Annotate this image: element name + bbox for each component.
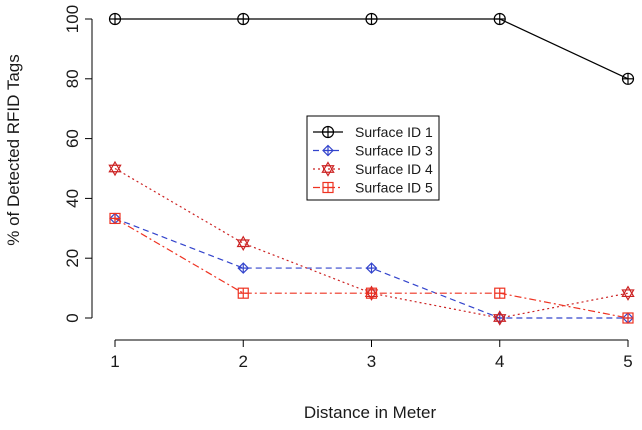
x-tick-label: 5 bbox=[623, 352, 632, 371]
data-point bbox=[236, 235, 250, 251]
data-point bbox=[365, 287, 378, 299]
y-axis-label: % of Detected RFID Tags bbox=[4, 54, 23, 246]
y-tick-label: 40 bbox=[63, 189, 82, 208]
y-tick-label: 80 bbox=[63, 69, 82, 88]
data-point bbox=[621, 285, 635, 301]
legend-box bbox=[306, 115, 440, 201]
data-point bbox=[621, 72, 635, 85]
legend: Surface ID 1 Surface ID 3 Surface ID 4 Surf… bbox=[306, 115, 440, 201]
data-point bbox=[322, 181, 334, 194]
y-tick-label: 0 bbox=[63, 313, 82, 322]
data-point bbox=[108, 12, 122, 26]
legend-label: Surface ID 3 bbox=[355, 143, 433, 159]
series-line bbox=[115, 18, 629, 80]
legend-item: Surface ID 1 bbox=[313, 124, 433, 140]
data-point bbox=[109, 212, 121, 225]
axes: 1 2 3 4 5 0 20 40 60 80 100 bbox=[63, 5, 633, 371]
data-point bbox=[493, 310, 507, 326]
y-tick-label: 100 bbox=[63, 5, 82, 33]
data-point bbox=[237, 287, 249, 299]
data-point bbox=[365, 262, 378, 274]
legend-label: Surface ID 1 bbox=[355, 124, 433, 140]
data-point bbox=[321, 125, 335, 139]
x-tick-label: 4 bbox=[495, 352, 504, 371]
y-tick-label: 20 bbox=[63, 249, 82, 268]
legend-label: Surface ID 4 bbox=[355, 161, 433, 177]
x-tick-label: 1 bbox=[110, 352, 119, 371]
data-point bbox=[622, 312, 634, 324]
x-axis-label: Distance in Meter bbox=[304, 403, 437, 422]
data-point bbox=[365, 12, 378, 26]
legend-item: Surface ID 3 bbox=[313, 143, 433, 159]
x-tick-label: 2 bbox=[239, 352, 248, 371]
legend-item: Surface ID 4 bbox=[313, 161, 433, 177]
legend-item: Surface ID 5 bbox=[313, 180, 433, 196]
series-layer bbox=[108, 12, 635, 326]
y-tick-label: 60 bbox=[63, 129, 82, 148]
data-point bbox=[237, 262, 250, 274]
data-point bbox=[322, 144, 334, 157]
data-point bbox=[494, 287, 506, 299]
x-tick-label: 3 bbox=[367, 352, 376, 371]
data-point bbox=[321, 161, 335, 177]
data-point bbox=[493, 12, 506, 26]
legend-label: Surface ID 5 bbox=[355, 180, 433, 196]
data-point bbox=[108, 160, 122, 177]
data-point bbox=[237, 12, 250, 26]
